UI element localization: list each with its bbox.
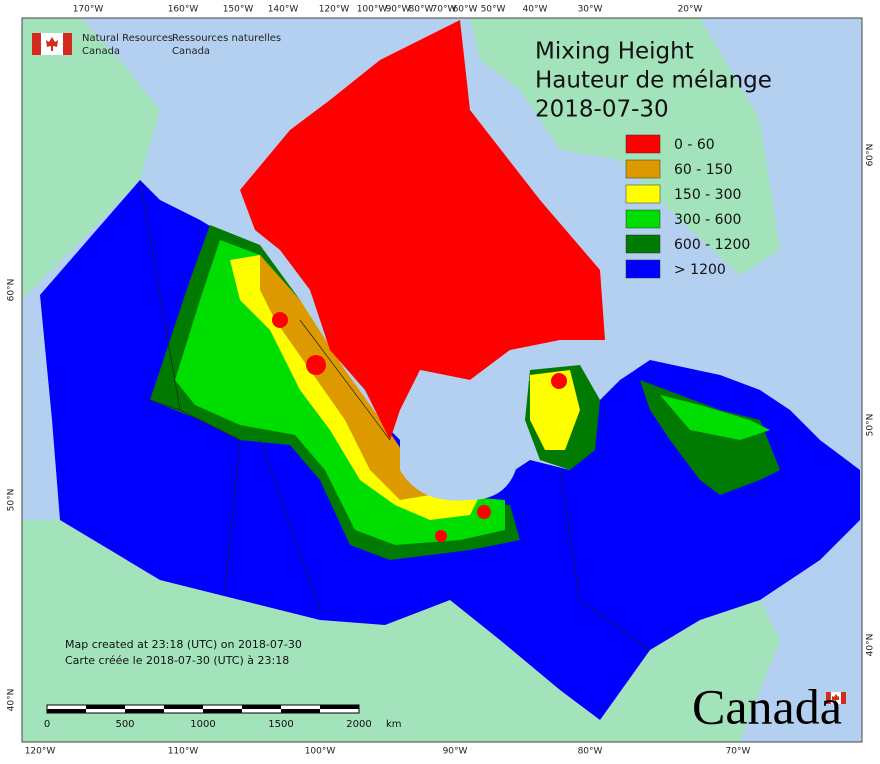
- map-body: [22, 18, 862, 742]
- latitude-label: 50°N: [866, 414, 876, 437]
- hotspot: [272, 312, 288, 328]
- hotspot: [477, 505, 491, 519]
- legend-label: 300 - 600: [674, 212, 741, 228]
- alaska: [22, 18, 160, 300]
- flag-logo: [32, 33, 72, 55]
- footer-note: Carte créée le 2018-07-30 (UTC) à 23:18: [65, 654, 289, 667]
- boundaries: [139, 179, 651, 651]
- latitude-label: 60°N: [7, 279, 17, 302]
- map-title: Mixing Height: [535, 39, 694, 65]
- department-fr: Ressources naturelles: [172, 33, 281, 44]
- scale-label: 500: [115, 719, 134, 730]
- scale-label: 2000: [346, 719, 371, 730]
- longitude-label: 20°W: [678, 5, 703, 15]
- longitude-label: 30°W: [578, 5, 603, 15]
- longitude-label: 80°W: [409, 5, 434, 15]
- usa: [22, 520, 780, 742]
- department-fr: Canada: [172, 46, 210, 57]
- scale-label: 1500: [268, 719, 293, 730]
- longitude-label: 120°W: [25, 747, 56, 757]
- longitude-label: 90°W: [443, 747, 468, 757]
- longitude-label: 120°W: [319, 5, 350, 15]
- legend-label: 0 - 60: [674, 137, 715, 153]
- latitude-label: 60°N: [866, 144, 876, 167]
- legend-label: > 1200: [674, 262, 726, 278]
- legend-label: 600 - 1200: [674, 237, 750, 253]
- legend-swatch: [625, 209, 661, 229]
- zone-labrador-coast: [660, 395, 770, 440]
- legend-swatch: [625, 134, 661, 154]
- map-date: 2018-07-30: [535, 97, 669, 123]
- scale-unit: km: [386, 719, 402, 730]
- longitude-label: 80°W: [578, 747, 603, 757]
- longitude-label: 110°W: [168, 747, 199, 757]
- wordmark: Canada: [692, 678, 842, 734]
- zone-0-60: [240, 20, 605, 440]
- greenland: [470, 18, 780, 275]
- footer-note: Map created at 23:18 (UTC) on 2018-07-30: [65, 638, 302, 651]
- hotspot: [551, 373, 567, 389]
- longitude-label: 90°W: [386, 5, 411, 15]
- map-frame: [21, 17, 863, 743]
- longitude-label: 140°W: [268, 5, 299, 15]
- longitude-label: 160°W: [168, 5, 199, 15]
- latitude-label: 40°N: [866, 634, 876, 657]
- legend-swatch: [625, 184, 661, 204]
- zone-60-150: [260, 255, 430, 500]
- hotspot: [435, 530, 447, 542]
- scale-label: 0: [44, 719, 50, 730]
- hotspot: [306, 355, 326, 375]
- wordmark-flag: [826, 691, 846, 705]
- longitude-label: 70°W: [726, 747, 751, 757]
- legend-swatch: [625, 259, 661, 279]
- legend-swatch: [625, 234, 661, 254]
- map-title: Hauteur de mélange: [535, 68, 772, 94]
- latitude-label: 50°N: [7, 489, 17, 512]
- legend-label: 60 - 150: [674, 162, 733, 178]
- longitude-label: 170°W: [73, 5, 104, 15]
- scale-bar: [46, 704, 360, 714]
- longitude-label: 70°W: [432, 5, 457, 15]
- department-en: Canada: [82, 46, 120, 57]
- longitude-label: 100°W: [305, 747, 336, 757]
- department-en: Natural Resources: [82, 33, 173, 44]
- legend-label: 150 - 300: [674, 187, 741, 203]
- longitude-label: 50°W: [481, 5, 506, 15]
- zone-ungava-core: [530, 370, 580, 450]
- longitude-label: 100°W: [357, 5, 388, 15]
- longitude-label: 60°W: [453, 5, 478, 15]
- scale-label: 1000: [190, 719, 215, 730]
- longitude-label: 150°W: [223, 5, 254, 15]
- latitude-label: 40°N: [7, 689, 17, 712]
- hudson-bay: [400, 388, 522, 501]
- foxe-basin: [420, 350, 530, 395]
- legend-swatch: [625, 159, 661, 179]
- longitude-label: 40°W: [523, 5, 548, 15]
